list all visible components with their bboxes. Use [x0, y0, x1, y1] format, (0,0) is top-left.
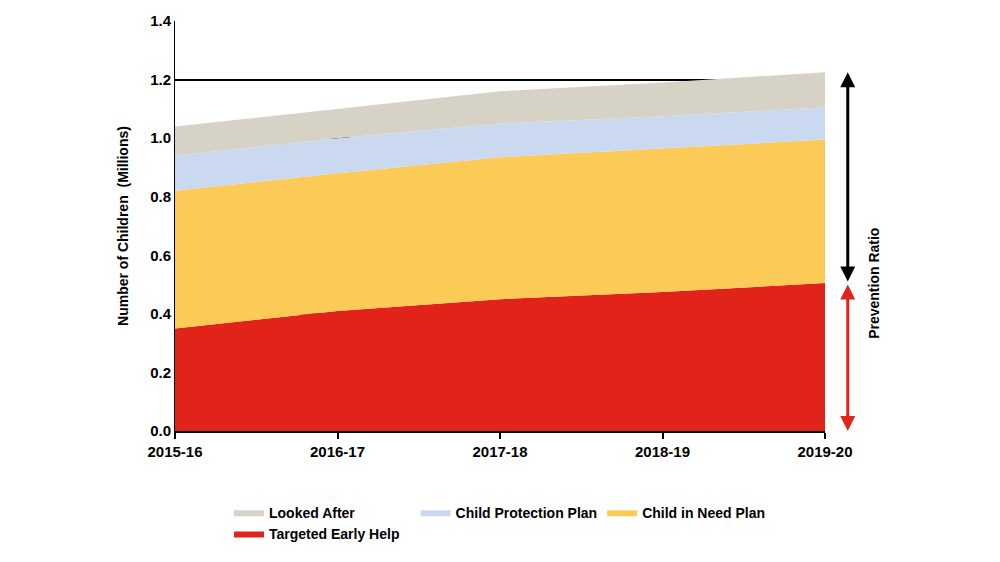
svg-text:2016-17: 2016-17 [310, 443, 365, 460]
svg-text:1.2: 1.2 [150, 71, 171, 88]
svg-text:1.4: 1.4 [150, 12, 172, 29]
svg-text:0.4: 0.4 [150, 305, 172, 322]
svg-text:Child in Need Plan: Child in Need Plan [642, 505, 765, 521]
svg-text:Child Protection Plan: Child Protection Plan [456, 505, 598, 521]
svg-text:2018-19: 2018-19 [635, 443, 690, 460]
svg-text:0.2: 0.2 [150, 364, 171, 381]
svg-text:2019-20: 2019-20 [797, 443, 852, 460]
svg-text:Prevention Ratio: Prevention Ratio [866, 228, 882, 339]
svg-text:Looked After: Looked After [269, 505, 355, 521]
svg-text:1.0: 1.0 [150, 129, 171, 146]
svg-text:2017-18: 2017-18 [472, 443, 527, 460]
svg-text:2015-16: 2015-16 [147, 443, 202, 460]
svg-text:0.0: 0.0 [150, 422, 171, 439]
svg-text:Number of Children (Millions): Number of Children (Millions) [115, 126, 131, 326]
svg-text:0.6: 0.6 [150, 247, 171, 264]
svg-text:0.8: 0.8 [150, 188, 171, 205]
svg-text:Targeted Early Help: Targeted Early Help [269, 526, 399, 542]
